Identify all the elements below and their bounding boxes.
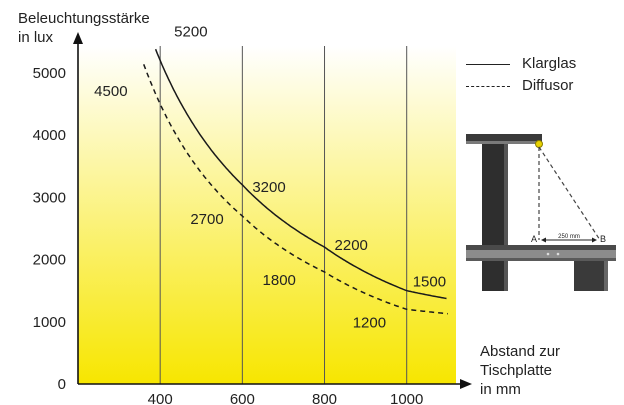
y-axis-arrow <box>73 32 83 44</box>
data-label: 4500 <box>94 83 127 100</box>
x-tick-label: 1000 <box>390 391 423 405</box>
inset-point-b-label: B <box>600 234 606 244</box>
axis-label-line: in lux <box>18 28 54 46</box>
y-tick-label: 3000 <box>33 189 66 206</box>
series-line-dashed <box>143 64 448 315</box>
x-tick-label: 400 <box>148 391 173 405</box>
lamp-setup-photo: 250 mm A B <box>466 128 616 291</box>
data-label: 2700 <box>190 211 223 228</box>
axis-label-line: Tischplatte <box>480 361 552 379</box>
data-label: 3200 <box>252 179 285 196</box>
data-label: 2200 <box>335 237 368 254</box>
y-tick-label: 0 <box>58 376 66 393</box>
axis-label-line: Beleuchtungsstärke <box>18 10 150 27</box>
data-label: 1500 <box>413 274 446 291</box>
data-label: 5200 <box>174 23 207 40</box>
inset-point-a-label: A <box>531 234 537 244</box>
x-axis-arrow <box>460 379 472 389</box>
y-tick-label: 5000 <box>33 65 66 82</box>
x-tick-label: 800 <box>312 391 337 405</box>
series-line-solid <box>154 48 447 300</box>
legend-dashed-line-swatch <box>466 86 510 87</box>
y-tick-label: 2000 <box>33 252 66 269</box>
x-tick-label: 600 <box>230 391 255 405</box>
data-label: 1800 <box>263 272 296 289</box>
legend-label: Klarglas <box>522 55 577 72</box>
x-axis-label: Abstand zur Tischplatte in mm <box>480 343 590 399</box>
y-tick-label: 4000 <box>33 127 66 144</box>
y-axis-label: Beleuchtungsstärke in lux <box>18 10 150 48</box>
legend-label: Diffusor <box>522 77 574 94</box>
y-tick-label: 1000 <box>33 314 66 331</box>
legend-solid-line-swatch <box>466 64 510 65</box>
inset-distance-label: 250 mm <box>558 234 580 240</box>
axis-label-line: in mm <box>480 380 521 398</box>
plot-background <box>78 46 456 384</box>
axis-label-line: Abstand zur <box>480 343 561 360</box>
lamp-point <box>535 140 543 148</box>
data-label: 1200 <box>353 314 386 331</box>
